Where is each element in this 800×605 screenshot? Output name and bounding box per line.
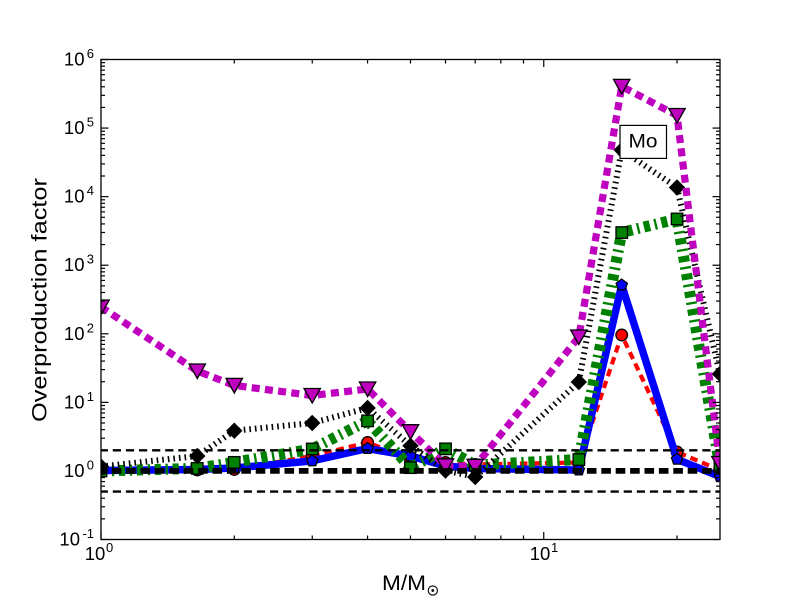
svg-text:0: 0	[106, 540, 113, 555]
svg-text:5: 5	[87, 115, 94, 130]
svg-text:2: 2	[87, 320, 94, 335]
svg-text:10: 10	[64, 391, 85, 412]
svg-text:M/M: M/M	[382, 572, 426, 595]
svg-text:10: 10	[59, 529, 80, 550]
svg-text:10: 10	[64, 323, 85, 344]
svg-text:10: 10	[64, 460, 85, 481]
svg-text:Overproduction factor: Overproduction factor	[29, 178, 52, 422]
svg-text:0: 0	[87, 457, 94, 472]
svg-text:1: 1	[551, 540, 558, 555]
svg-text:10: 10	[64, 49, 85, 70]
svg-text:10: 10	[64, 254, 85, 275]
svg-text:4: 4	[87, 183, 94, 198]
svg-text:10: 10	[530, 543, 551, 564]
svg-text:1: 1	[87, 389, 94, 404]
svg-text:Mo: Mo	[629, 131, 658, 153]
svg-text:-1: -1	[82, 526, 94, 541]
svg-text:10: 10	[85, 543, 106, 564]
svg-text:10: 10	[64, 186, 85, 207]
svg-text:3: 3	[87, 252, 94, 267]
svg-text:10: 10	[64, 117, 85, 138]
svg-text:6: 6	[87, 46, 94, 61]
